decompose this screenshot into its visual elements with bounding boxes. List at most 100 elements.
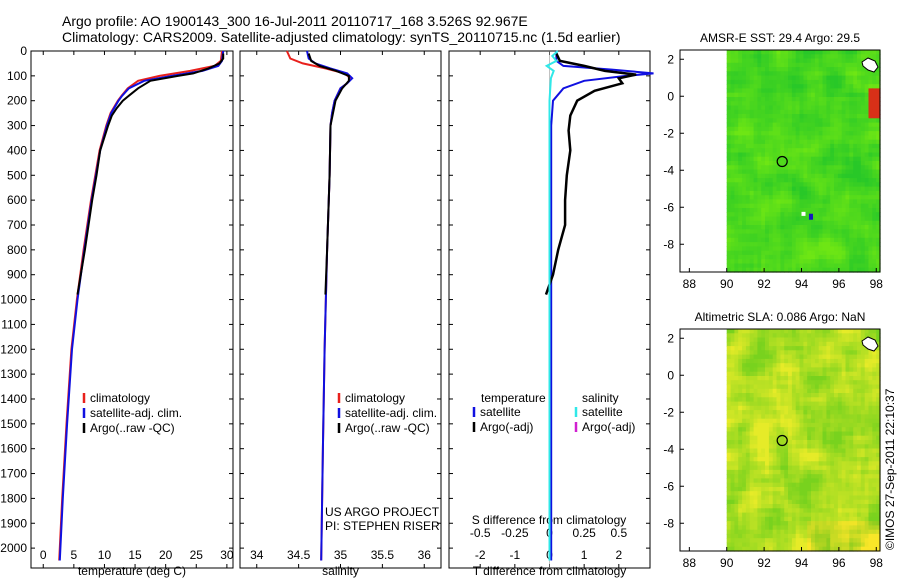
map-cell: [753, 250, 758, 256]
map-cell: [826, 220, 831, 226]
map-cell: [830, 122, 835, 128]
map-cell: [761, 143, 766, 149]
map-cell: [868, 538, 873, 544]
map-cell: [807, 363, 812, 369]
map-cell: [807, 341, 812, 347]
map-cell: [853, 478, 858, 484]
map-cell: [857, 341, 862, 347]
map-cell: [811, 414, 816, 420]
map-cell: [822, 529, 827, 535]
map-cell: [837, 58, 843, 64]
map-cell: [726, 461, 732, 467]
map-cell: [738, 333, 743, 339]
map-cell: [745, 504, 751, 509]
map-cell: [849, 54, 854, 60]
map-cell: [795, 512, 801, 518]
map-cell: [876, 516, 881, 522]
map-cell: [845, 169, 850, 175]
map-cell: [765, 156, 770, 162]
map-cell: [876, 122, 881, 128]
map-cell: [807, 546, 812, 552]
map-cell: [765, 418, 770, 424]
map-cell: [734, 58, 739, 64]
map-cell: [742, 521, 747, 526]
map-cell: [834, 208, 839, 213]
map-cell: [857, 67, 862, 72]
map-cell: [749, 367, 755, 373]
map-cell: [830, 75, 835, 81]
map-cell: [734, 220, 739, 226]
map-cell: [745, 242, 751, 247]
map-cell: [822, 161, 827, 166]
map-cell: [845, 376, 850, 381]
map-cell: [860, 109, 866, 115]
map-cell: [799, 220, 804, 226]
map-cell: [811, 250, 816, 256]
map-cell: [776, 195, 781, 201]
map-cell: [734, 469, 739, 475]
map-cell: [826, 233, 831, 239]
map-cell: [849, 122, 854, 128]
map-cell: [730, 105, 735, 111]
map-cell: [807, 371, 812, 377]
map-cell: [849, 388, 854, 394]
map-cell: [868, 143, 873, 149]
map-cell: [841, 182, 847, 188]
map-cell: [814, 54, 820, 60]
map-cell: [757, 216, 762, 222]
y-tick-label: 1000: [0, 293, 27, 307]
map-cell: [768, 131, 774, 136]
map-cell: [811, 143, 816, 149]
map-cell: [742, 461, 747, 467]
difference-panel: -2 -1 0 1 2T difference from climatology-0.5…: [448, 50, 654, 578]
map-cell: [742, 422, 747, 428]
map-cell: [803, 405, 808, 411]
map-cell: [845, 546, 850, 552]
map-cell: [830, 546, 835, 552]
map-cell: [799, 525, 804, 531]
map-cell: [841, 388, 847, 394]
map-cell: [730, 461, 735, 467]
map-cell: [753, 165, 758, 171]
map-cell: [864, 161, 870, 166]
map-cell: [765, 114, 770, 119]
map-cell: [795, 143, 801, 149]
map-cell: [768, 114, 774, 119]
x-tick-label: 34: [250, 548, 264, 562]
map-cell: [864, 139, 870, 145]
map-cell: [761, 220, 766, 226]
map-cell: [799, 71, 804, 77]
map-cell: [799, 367, 804, 373]
map-cell: [814, 521, 820, 526]
map-cell: [845, 62, 850, 68]
map-cell: [841, 465, 847, 471]
map-cell: [837, 109, 843, 115]
map-cell: [772, 97, 778, 102]
map-cell: [761, 67, 766, 72]
map-cell: [868, 161, 873, 166]
map-cell: [784, 350, 789, 356]
map-cell: [734, 487, 739, 492]
map-cell: [811, 190, 816, 196]
map-cell: [753, 169, 758, 175]
map-cell: [799, 246, 804, 252]
map-cell: [788, 542, 793, 548]
map-cell: [868, 367, 873, 373]
map-cell: [753, 131, 758, 136]
map-cell: [811, 122, 816, 128]
map-cell: [776, 216, 781, 222]
map-cell: [849, 465, 854, 471]
map-cell: [772, 126, 778, 132]
map-cell: [814, 250, 820, 256]
map-cell: [830, 186, 835, 192]
map-cell: [814, 487, 820, 492]
map-cell: [780, 105, 785, 111]
map-cell: [841, 71, 847, 77]
map-cell: [749, 233, 755, 239]
map-cell: [803, 109, 808, 115]
map-cell: [803, 542, 808, 548]
map-cell: [864, 229, 870, 235]
map-cell: [834, 199, 839, 205]
map-cell: [834, 452, 839, 458]
map-cell: [830, 92, 835, 98]
